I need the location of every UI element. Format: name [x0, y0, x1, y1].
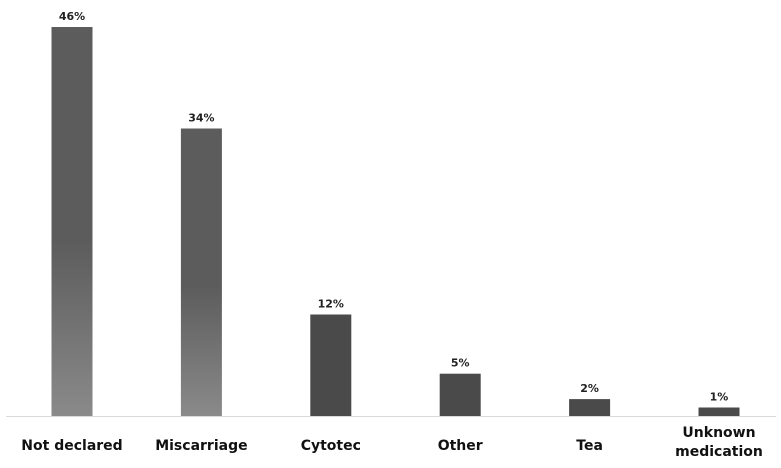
bar-tea — [569, 399, 611, 416]
bar-cytotec — [310, 314, 352, 416]
labels-group: 46% Not declared 34% Miscarriage 12% Cytotec 5… — [21, 10, 763, 460]
tick-label-other: Other — [438, 438, 483, 454]
data-label-cytotec: 12% — [318, 298, 344, 311]
data-label-tea: 2% — [580, 382, 599, 395]
bar-unknown-medication — [698, 407, 740, 416]
data-label-unknown-medication: 1% — [710, 391, 729, 404]
data-label-not-declared: 46% — [59, 10, 85, 23]
tick-label-unknown-medication: Unknown medication — [675, 425, 763, 460]
tick-label-miscarriage: Miscarriage — [155, 438, 247, 454]
bar-not-declared — [51, 27, 93, 416]
tick-label-tea: Tea — [576, 438, 603, 454]
data-label-other: 5% — [451, 357, 470, 370]
bar-other — [439, 373, 481, 416]
bars-group — [51, 27, 740, 416]
bar-miscarriage — [180, 128, 222, 416]
tick-label-not-declared: Not declared — [21, 438, 122, 454]
tick-label-cytotec: Cytotec — [301, 438, 361, 454]
data-label-miscarriage: 34% — [188, 112, 214, 125]
